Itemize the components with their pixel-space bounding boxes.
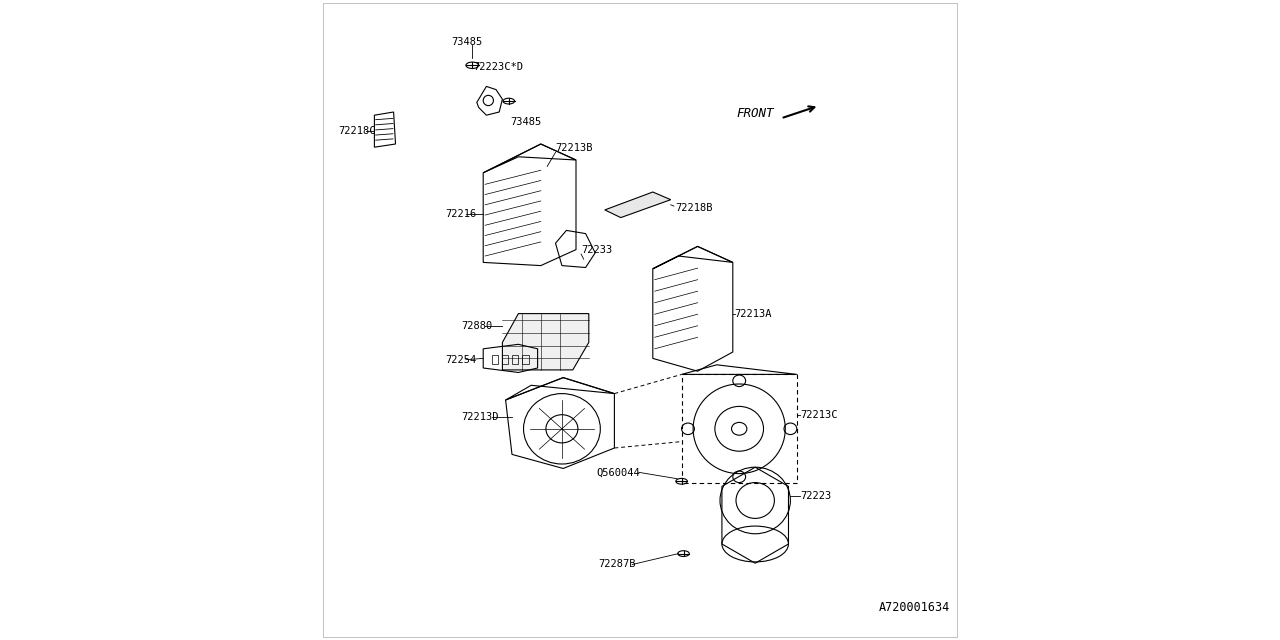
Text: 72216: 72216 [445,209,476,220]
Text: 72213A: 72213A [735,308,772,319]
Polygon shape [604,192,671,218]
Text: 72254: 72254 [445,355,476,365]
Text: 72287B: 72287B [599,559,636,570]
Bar [492,355,498,364]
Text: 72213C: 72213C [800,410,837,420]
Text: 72213B: 72213B [556,143,593,154]
Bar [502,355,508,364]
Text: 73485: 73485 [452,36,483,47]
Text: 72223: 72223 [800,491,831,501]
Text: FRONT: FRONT [737,108,774,120]
Text: 72223C*D: 72223C*D [474,62,524,72]
Text: Q560044: Q560044 [596,467,640,477]
Bar [512,355,518,364]
Bar [522,355,529,364]
Text: 72880: 72880 [461,321,492,332]
Text: 72233: 72233 [581,244,612,255]
Text: 73485: 73485 [511,116,541,127]
Polygon shape [502,314,589,370]
Text: 72218B: 72218B [676,203,713,213]
Text: 72213D: 72213D [461,412,498,422]
Text: 72218C: 72218C [338,126,375,136]
Text: A720001634: A720001634 [879,602,950,614]
